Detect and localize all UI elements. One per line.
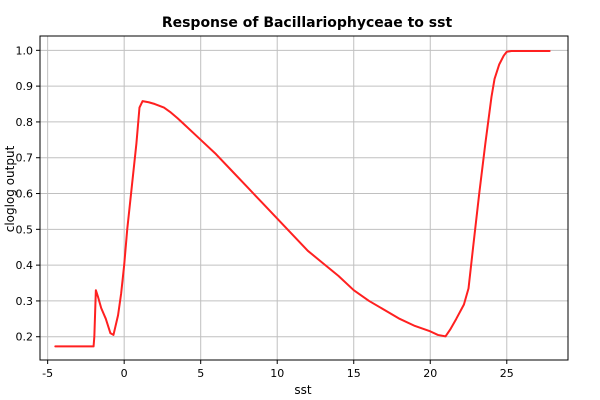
response-curve-line [54, 50, 551, 348]
y-tick-label: 0.2 [16, 331, 34, 344]
x-tick-label: 0 [121, 367, 128, 380]
y-tick-label: 0.9 [16, 80, 34, 93]
y-tick-label: 0.5 [16, 223, 34, 236]
y-tick-label: 1.0 [16, 44, 34, 57]
y-tick-label: 0.8 [16, 116, 34, 129]
x-axis-label: sst [294, 383, 312, 397]
x-tick-label: 20 [423, 367, 437, 380]
y-tick-label: 0.4 [16, 259, 34, 272]
x-tick-label: 25 [500, 367, 514, 380]
y-axis-label: cloglog output [3, 145, 17, 232]
y-tick-label: 0.7 [16, 152, 34, 165]
x-tick-label: 10 [270, 367, 284, 380]
axis-ticks: -5 0 5 10 15 20 25 0.2 0.3 0.4 0.5 0.6 0.7 0.8 0.9 1.0 [16, 44, 514, 380]
chart-title: Response of Bacillariophyceae to sst [162, 15, 453, 31]
plot-frame [39, 35, 569, 361]
x-tick-label: -5 [42, 367, 53, 380]
x-tick-label: 15 [347, 367, 361, 380]
y-tick-label: 0.6 [16, 188, 34, 201]
y-tick-label: 0.3 [16, 295, 34, 308]
series-layer [54, 50, 551, 348]
x-tick-label: 5 [197, 367, 204, 380]
